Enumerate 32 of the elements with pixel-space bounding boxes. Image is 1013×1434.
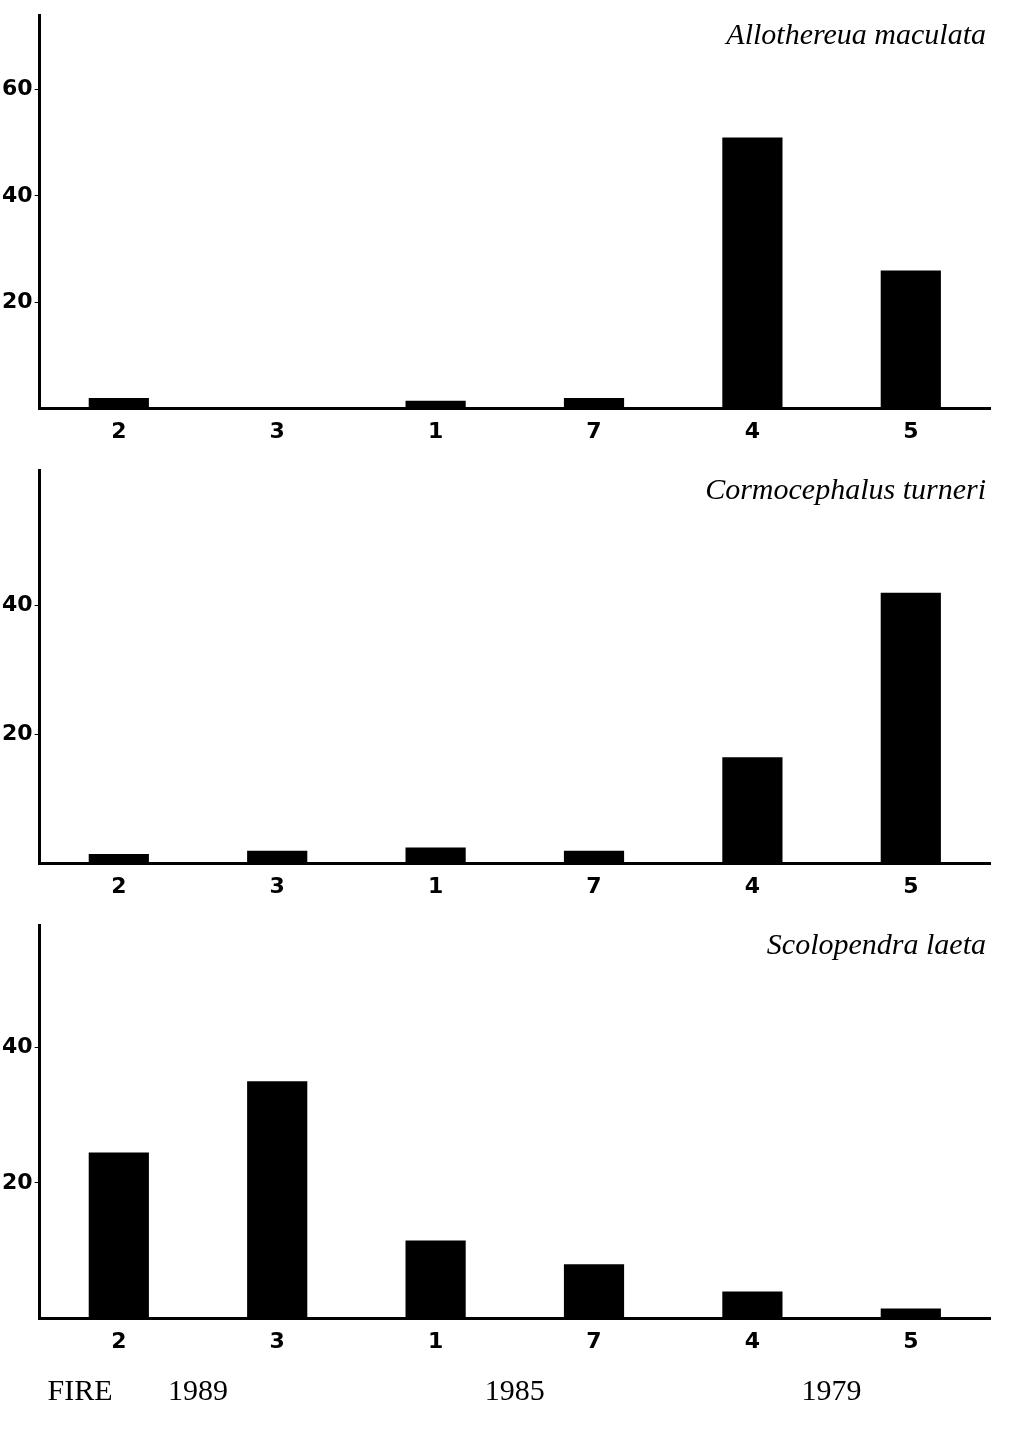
x-tick-label: 3 [269,1327,285,1353]
y-tick-label: 60 [1,75,33,101]
x-tick-label: 2 [111,1327,127,1353]
x-tick-label: 5 [903,417,919,443]
x-tick-label: 4 [744,872,761,898]
x-tick-label: 3 [269,872,285,898]
x-tick-label: 2 [111,417,127,443]
x-tick-label: 4 [744,417,761,443]
y-tick-label: 20 [1,1168,33,1194]
x-tick-label: 3 [269,417,285,443]
y-tick-label: 40 [1,181,33,207]
y-tick-label: 40 [1,591,33,617]
chart-title: Cormocephalus turneri [705,472,986,506]
x-tick-label: 4 [744,1327,761,1353]
x-tick-label: 5 [903,872,919,898]
chart-title: Scolopendra laeta [766,927,986,961]
text: 1979 [801,1373,862,1407]
x-tick-label: 7 [586,417,602,443]
x-tick-label: 7 [586,872,602,898]
x-tick-label: 1 [427,1327,444,1353]
y-tick-label: 20 [1,287,33,313]
text: FIRE [47,1373,113,1407]
x-tick-label: 1 [427,872,444,898]
x-tick-label: 5 [903,1327,919,1353]
y-tick-label: 40 [1,1033,33,1059]
chart-title: Allothereua maculata [724,17,986,51]
x-tick-label: 7 [586,1327,602,1353]
text: 1985 [484,1373,545,1407]
x-tick-label: 2 [111,872,127,898]
y-tick-label: 20 [1,720,33,746]
x-tick-label: 1 [427,417,444,443]
text: 1989 [168,1373,228,1407]
